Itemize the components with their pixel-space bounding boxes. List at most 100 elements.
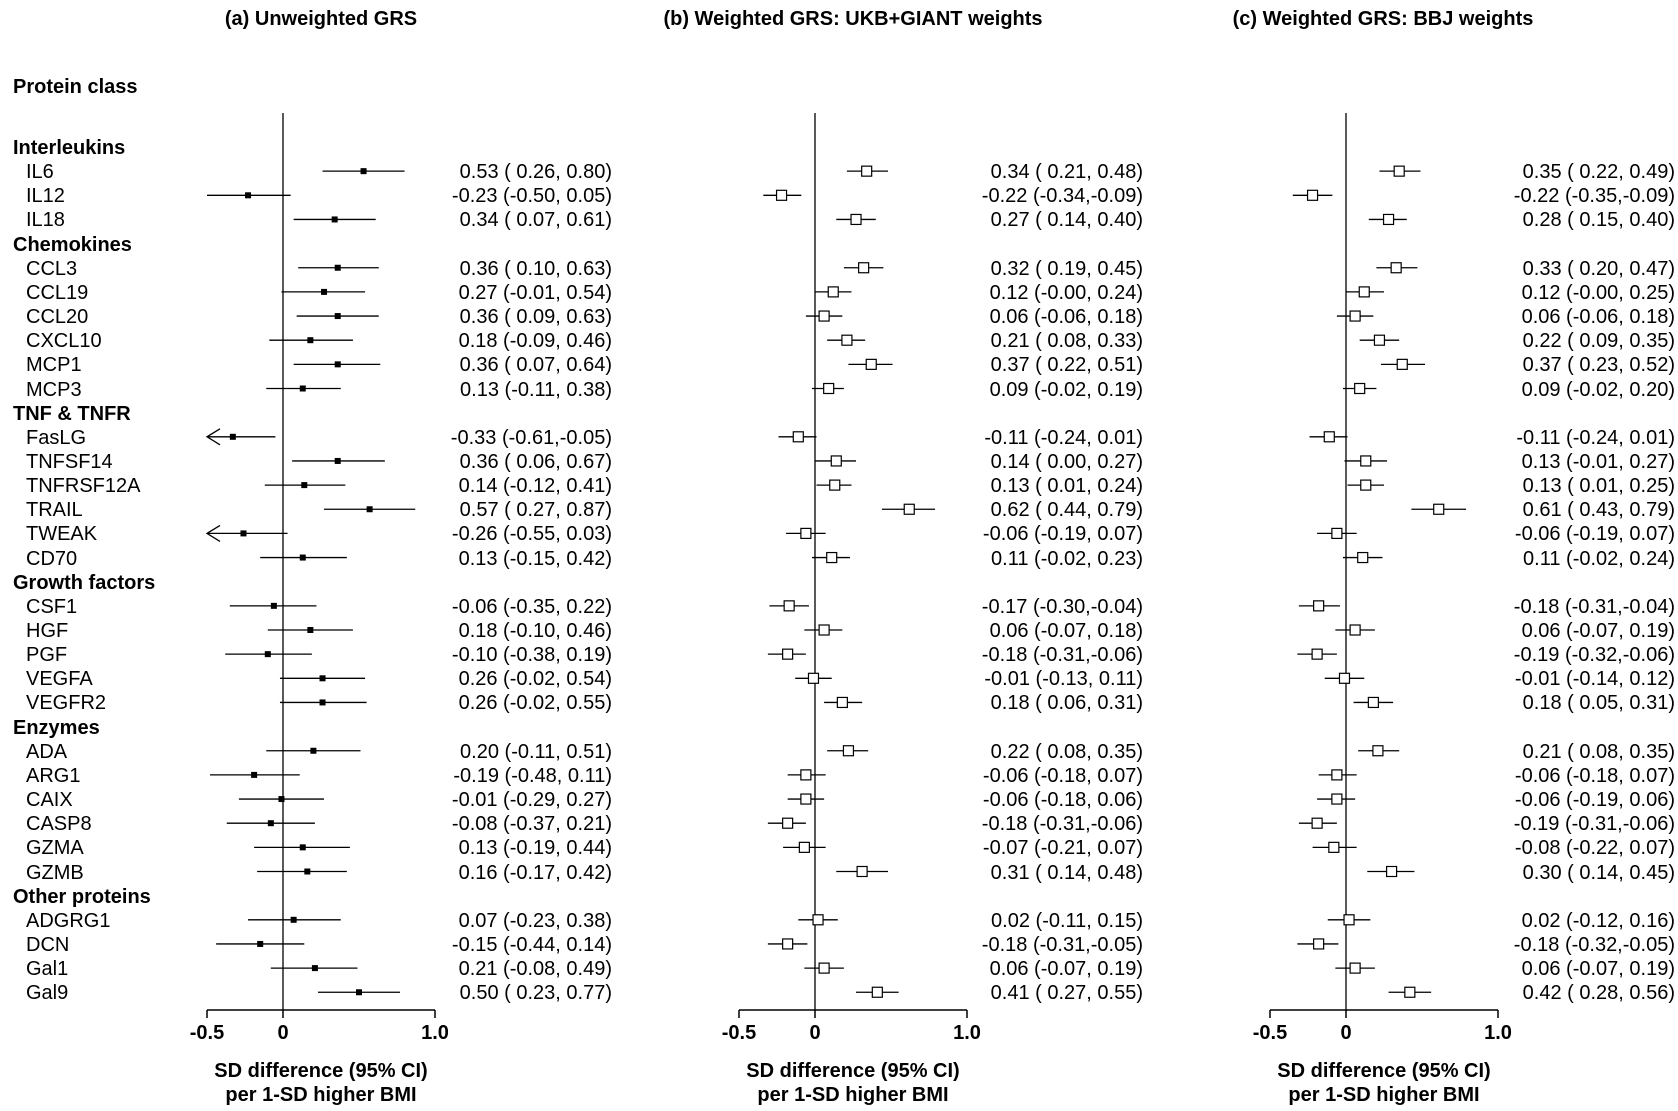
group-label: Growth factors <box>13 571 156 594</box>
group-label: TNF & TNFR <box>13 402 131 425</box>
point-estimate <box>321 288 328 295</box>
estimate-ci-text: 0.57 ( 0.27, 0.87) <box>454 499 612 522</box>
group-label: Chemokines <box>13 233 132 256</box>
point-estimate <box>1349 310 1361 322</box>
point-estimate <box>1311 817 1323 829</box>
point-estimate <box>304 868 311 875</box>
point-estimate <box>319 675 326 682</box>
estimate-ci-text: 0.36 ( 0.07, 0.64) <box>454 354 612 377</box>
point-estimate <box>301 482 308 489</box>
panel-title: (c) Weighted GRS: BBJ weights <box>1232 8 1534 30</box>
point-estimate <box>270 602 277 609</box>
point-estimate <box>1331 769 1343 781</box>
point-estimate <box>334 361 341 368</box>
point-estimate <box>366 506 373 513</box>
estimate-ci-text: 0.30 ( 0.14, 0.45) <box>1517 861 1675 884</box>
estimate-ci-text: 0.36 ( 0.09, 0.63) <box>454 306 612 329</box>
protein-label: CCL20 <box>26 306 89 329</box>
point-estimate <box>1372 745 1384 757</box>
point-estimate <box>299 554 306 561</box>
x-tick-label: -0.5 <box>189 1022 225 1044</box>
estimate-ci-text: -0.01 (-0.13, 0.11) <box>984 668 1143 691</box>
x-axis-label: per 1-SD higher BMI <box>225 1084 417 1106</box>
estimate-ci-text: 0.27 (-0.01, 0.54) <box>453 281 612 304</box>
point-estimate <box>307 627 314 633</box>
estimate-ci-text: -0.18 (-0.31,-0.06) <box>981 644 1143 667</box>
protein-label: DCN <box>26 933 70 956</box>
point-estimate <box>1349 962 1361 974</box>
group-label: Interleukins <box>13 137 126 159</box>
estimate-ci-text: -0.07 (-0.21, 0.07) <box>982 837 1143 860</box>
protein-label: IL12 <box>26 185 65 208</box>
estimate-ci-text: 0.13 ( 0.01, 0.25) <box>1517 475 1675 498</box>
protein-label: MCP1 <box>26 354 82 377</box>
protein-label: TWEAK <box>26 523 98 546</box>
protein-label: FasLG <box>26 426 87 449</box>
group-label: Other proteins <box>13 885 151 908</box>
estimate-ci-text: 0.21 ( 0.08, 0.33) <box>985 330 1143 353</box>
estimate-ci-text: -0.06 (-0.35, 0.22) <box>451 595 612 618</box>
estimate-ci-text: 0.22 ( 0.08, 0.35) <box>985 740 1143 763</box>
estimate-ci-text: -0.11 (-0.24, 0.01) <box>984 426 1143 449</box>
point-estimate <box>1385 865 1398 878</box>
estimate-ci-text: -0.26 (-0.55, 0.03) <box>451 523 612 546</box>
estimate-ci-text: 0.13 ( 0.01, 0.24) <box>985 475 1143 498</box>
x-axis-label: per 1-SD higher BMI <box>1288 1084 1480 1106</box>
protein-label: ADA <box>26 740 68 763</box>
protein-label: TNFRSF12A <box>26 475 141 498</box>
estimate-ci-text: 0.12 (-0.00, 0.24) <box>984 281 1143 304</box>
protein-label: TRAIL <box>26 499 83 522</box>
point-estimate <box>800 527 812 540</box>
x-axis-label: SD difference (95% CI) <box>1277 1060 1491 1082</box>
point-estimate <box>1382 213 1395 226</box>
point-estimate <box>1354 382 1366 395</box>
estimate-ci-text: 0.02 (-0.12, 0.16) <box>1516 909 1675 932</box>
estimate-ci-text: 0.34 ( 0.21, 0.48) <box>985 161 1143 184</box>
x-tick-label: 1.0 <box>1484 1022 1512 1044</box>
estimate-ci-text: 0.02 (-0.11, 0.15) <box>985 909 1143 932</box>
point-estimate <box>827 286 839 298</box>
protein-label: MCP3 <box>26 378 82 401</box>
estimate-ci-text: -0.06 (-0.19, 0.07) <box>982 523 1143 546</box>
point-estimate <box>775 189 788 201</box>
point-estimate <box>311 965 318 972</box>
estimate-ci-text: 0.27 ( 0.14, 0.40) <box>985 209 1143 232</box>
estimate-ci-text: -0.08 (-0.37, 0.21) <box>451 813 612 836</box>
point-estimate <box>829 479 841 491</box>
point-estimate <box>307 337 314 344</box>
x-tick-label: -0.5 <box>721 1022 757 1044</box>
point-estimate <box>334 264 341 271</box>
x-tick-label: 1.0 <box>421 1022 449 1044</box>
estimate-ci-text: 0.06 (-0.07, 0.19) <box>1516 958 1675 981</box>
point-estimate <box>858 262 870 274</box>
x-tick-label: 0 <box>1340 1022 1352 1044</box>
protein-label: PGF <box>26 644 68 667</box>
estimate-ci-text: -0.10 (-0.38, 0.19) <box>451 644 612 667</box>
panel-1 <box>738 113 968 1018</box>
point-estimate <box>1313 938 1325 950</box>
point-estimate <box>800 793 812 805</box>
estimate-ci-text: -0.15 (-0.44, 0.14) <box>451 933 612 956</box>
estimate-ci-text: 0.53 ( 0.26, 0.80) <box>454 161 612 184</box>
point-estimate <box>856 865 868 878</box>
estimate-ci-text: 0.37 ( 0.22, 0.51) <box>985 354 1143 377</box>
estimate-ci-text: 0.36 ( 0.06, 0.67) <box>454 450 612 473</box>
protein-label: Gal9 <box>26 982 69 1005</box>
estimate-ci-text: 0.11 (-0.02, 0.24) <box>1517 547 1675 570</box>
estimate-ci-text: 0.12 (-0.00, 0.25) <box>1516 281 1675 304</box>
protein-label: GZMA <box>26 837 84 860</box>
estimate-ci-text: 0.09 (-0.02, 0.19) <box>984 378 1143 401</box>
protein-label: CD70 <box>26 547 78 570</box>
estimate-ci-text: 0.06 (-0.07, 0.18) <box>984 620 1143 642</box>
x-axis-label: SD difference (95% CI) <box>214 1060 428 1082</box>
estimate-ci-text: 0.13 (-0.11, 0.38) <box>454 378 612 401</box>
protein-class-heading: Protein class <box>13 76 138 98</box>
ci-truncation-arrow <box>205 428 221 446</box>
point-estimate <box>818 624 830 636</box>
x-tick-label: 1.0 <box>953 1022 981 1044</box>
point-estimate <box>299 844 306 851</box>
estimate-ci-text: 0.21 (-0.08, 0.49) <box>453 958 612 981</box>
estimate-ci-text: 0.09 (-0.02, 0.20) <box>1516 378 1675 401</box>
x-axis-label: per 1-SD higher BMI <box>757 1084 949 1106</box>
